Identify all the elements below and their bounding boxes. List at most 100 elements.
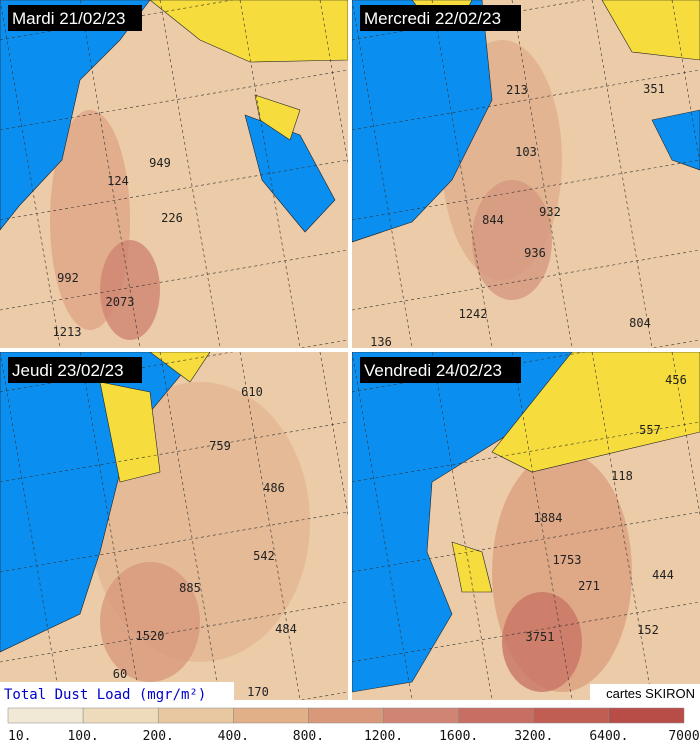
- low-dust-area: [99, 381, 161, 483]
- graticule: [79, 0, 141, 348]
- legend-label: 6400.: [589, 729, 628, 744]
- title-box: [8, 5, 142, 31]
- graticule: [0, 159, 348, 221]
- low-dust-area: [451, 541, 493, 593]
- graticule: [352, 0, 586, 41]
- legend-swatch: [7, 707, 84, 724]
- legend-title-box: [0, 682, 234, 704]
- dust-value: 1884: [534, 511, 563, 525]
- legend-label: 100.: [67, 729, 98, 744]
- panel-title: Vendredi 24/02/23: [364, 361, 502, 380]
- legend-swatch: [82, 707, 159, 724]
- legend-swatch: [308, 707, 384, 724]
- graticule: [239, 352, 301, 700]
- graticule: [352, 601, 700, 663]
- low-dust-area: [601, 0, 700, 61]
- dust-value: 124: [107, 174, 129, 188]
- panel-title: Jeudi 23/02/23: [12, 361, 124, 380]
- graticule: [239, 0, 301, 348]
- graticule: [511, 352, 573, 700]
- dust-value: 351: [643, 82, 665, 96]
- sea: [352, 0, 493, 243]
- dust-area: [502, 592, 582, 692]
- graticule: [352, 352, 413, 700]
- map-panel: [0, 0, 348, 348]
- legend-label: 10.: [8, 729, 31, 744]
- low-dust-area: [254, 94, 301, 141]
- title-box: [360, 5, 521, 31]
- graticule: [352, 0, 413, 348]
- low-dust-area: [149, 352, 211, 383]
- graticule: [0, 69, 348, 131]
- graticule: [352, 249, 700, 311]
- dust-value: 1753: [553, 553, 582, 567]
- dust-area: [472, 180, 552, 300]
- legend-swatch: [533, 707, 610, 724]
- dust-value: 949: [149, 156, 171, 170]
- legend-label: 200.: [143, 729, 174, 744]
- map-panel: [352, 0, 700, 348]
- graticule: [79, 352, 141, 700]
- dust-value: 557: [639, 423, 661, 437]
- dust-value: 932: [539, 205, 561, 219]
- dust-value: 271: [578, 579, 600, 593]
- graticule: [352, 421, 700, 483]
- graticule: [431, 352, 493, 700]
- graticule: [0, 352, 234, 393]
- sea: [651, 109, 700, 171]
- dust-value: 936: [524, 246, 546, 260]
- dust-value: 226: [161, 211, 183, 225]
- dust-value: 213: [506, 83, 528, 97]
- dust-value: 542: [253, 549, 275, 563]
- legend-label: 800.: [293, 729, 324, 744]
- legend-swatch: [458, 707, 535, 724]
- graticule: [431, 0, 493, 348]
- legend-title: Total Dust Load (mgr/m²): [4, 687, 206, 703]
- dust-value: 1520: [136, 629, 165, 643]
- graticule: [352, 352, 586, 393]
- dust-value: 992: [57, 271, 79, 285]
- dust-value: 3751: [526, 630, 555, 644]
- dust-value: 610: [241, 385, 263, 399]
- sea: [0, 0, 151, 231]
- graticule: [511, 0, 573, 348]
- dust-value: 444: [652, 568, 674, 582]
- credit: cartes SKIRON: [606, 686, 695, 701]
- dust-value: 103: [515, 145, 537, 159]
- dust-value: 136: [370, 335, 392, 349]
- legend-label: 7000: [668, 729, 699, 744]
- dust-value: 456: [665, 373, 687, 387]
- graticule: [591, 0, 653, 348]
- graticule: [0, 352, 61, 700]
- graticule: [0, 0, 234, 41]
- legend-swatch: [157, 707, 234, 724]
- graticule: [352, 159, 700, 221]
- graticule: [352, 511, 700, 573]
- title-box: [8, 357, 142, 383]
- dust-value: 170: [247, 685, 269, 699]
- dust-value: 1213: [53, 325, 82, 339]
- legend-label: 400.: [218, 729, 249, 744]
- panel-title: Mercredi 22/02/23: [364, 9, 501, 28]
- graticule: [0, 511, 348, 573]
- dust-value: 759: [209, 439, 231, 453]
- dust-value: 2073: [106, 295, 135, 309]
- graticule: [0, 249, 348, 311]
- graticule: [0, 0, 61, 348]
- title-box: [360, 357, 521, 383]
- low-dust-area: [491, 352, 700, 473]
- dust-value: 152: [637, 623, 659, 637]
- dust-value: 804: [629, 316, 651, 330]
- legend-label: 1600.: [439, 729, 478, 744]
- map-panel: [0, 352, 348, 700]
- legend-swatch: [608, 707, 685, 724]
- dust-area: [100, 562, 200, 682]
- dust-value: 1242: [459, 307, 488, 321]
- graticule: [159, 352, 221, 700]
- legend-label: 1200.: [364, 729, 403, 744]
- panel-title: Mardi 21/02/23: [12, 9, 125, 28]
- low-dust-area: [149, 0, 348, 63]
- graticule: [0, 421, 348, 483]
- dust-value: 118: [611, 469, 633, 483]
- legend-swatch: [233, 707, 309, 724]
